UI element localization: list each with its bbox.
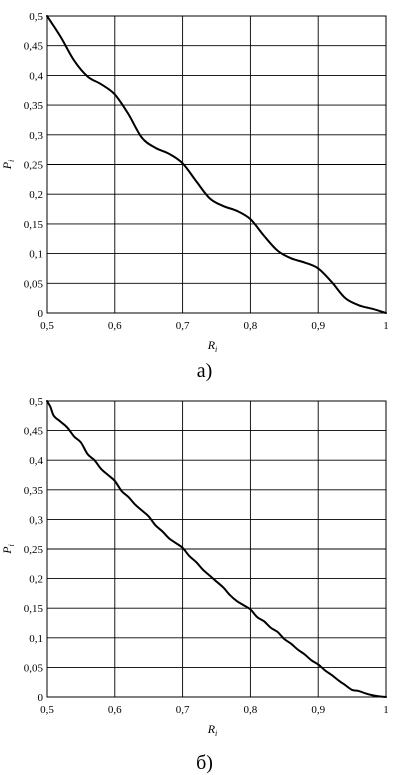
- series-line: [46, 400, 387, 698]
- y-tick-label: 0,2: [29, 574, 43, 586]
- y-tick-label: 0,5: [29, 396, 43, 408]
- x-tick-label: 0,5: [40, 704, 54, 716]
- y-tick-label: 0,5: [29, 11, 43, 23]
- y-tick-label: 0,05: [24, 278, 44, 290]
- plot-frame: [46, 400, 387, 698]
- y-tick-label: 0: [38, 692, 44, 704]
- y-tick-label: 0,25: [24, 544, 44, 556]
- panel-label: а): [197, 360, 213, 382]
- x-tick-label: 0,7: [176, 704, 190, 716]
- y-axis-title: Pi: [0, 160, 16, 171]
- y-tick-label: 0,1: [29, 633, 43, 645]
- x-axis-title: Ri: [207, 722, 218, 738]
- x-tick-label: 0,5: [40, 320, 54, 332]
- x-tick-label: 0,9: [311, 320, 325, 332]
- series-line: [46, 15, 387, 314]
- x-axis-title: Ri: [207, 338, 218, 354]
- x-tick-label: 0,7: [176, 320, 190, 332]
- y-tick-label: 0,3: [29, 130, 43, 142]
- chart-panel-2: 0 0,05 0,1 0,15 0,2 0,25 0,3 0,35 0,4 0,45 0,5 0,5 0…: [0, 396, 389, 774]
- y-tick-label: 0,45: [24, 41, 44, 53]
- y-tick-label: 0,25: [24, 160, 44, 172]
- chart-panel-1: 0 0,05 0,1 0,15 0,2 0,25 0,3 0,35 0,4 0,45 0,5 0,5 0…: [0, 11, 389, 382]
- y-tick-label: 0,15: [24, 603, 44, 615]
- x-tick-label: 1: [383, 704, 389, 716]
- x-tick-label: 0,8: [244, 704, 258, 716]
- x-tick-label: 0,8: [244, 320, 258, 332]
- y-tick-label: 0,45: [24, 426, 44, 438]
- y-tick-label: 0,2: [29, 189, 43, 201]
- y-tick-label: 0,05: [24, 662, 44, 674]
- y-tick-label: 0,4: [29, 70, 43, 82]
- y-tick-label: 0: [38, 308, 44, 320]
- x-tick-label: 0,9: [311, 704, 325, 716]
- y-tick-label: 0,35: [24, 485, 44, 497]
- y-tick-label: 0,4: [29, 455, 43, 467]
- y-tick-label: 0,1: [29, 249, 43, 261]
- y-tick-label: 0,15: [24, 219, 44, 231]
- y-tick-label: 0,35: [24, 100, 44, 112]
- x-tick-label: 0,6: [108, 320, 122, 332]
- y-axis-title: Pi: [0, 544, 16, 555]
- x-tick-label: 0,6: [108, 704, 122, 716]
- y-tick-label: 0,3: [29, 514, 43, 526]
- x-tick-label: 1: [383, 320, 389, 332]
- plot-frame: [46, 15, 387, 314]
- panel-label: б): [196, 752, 213, 774]
